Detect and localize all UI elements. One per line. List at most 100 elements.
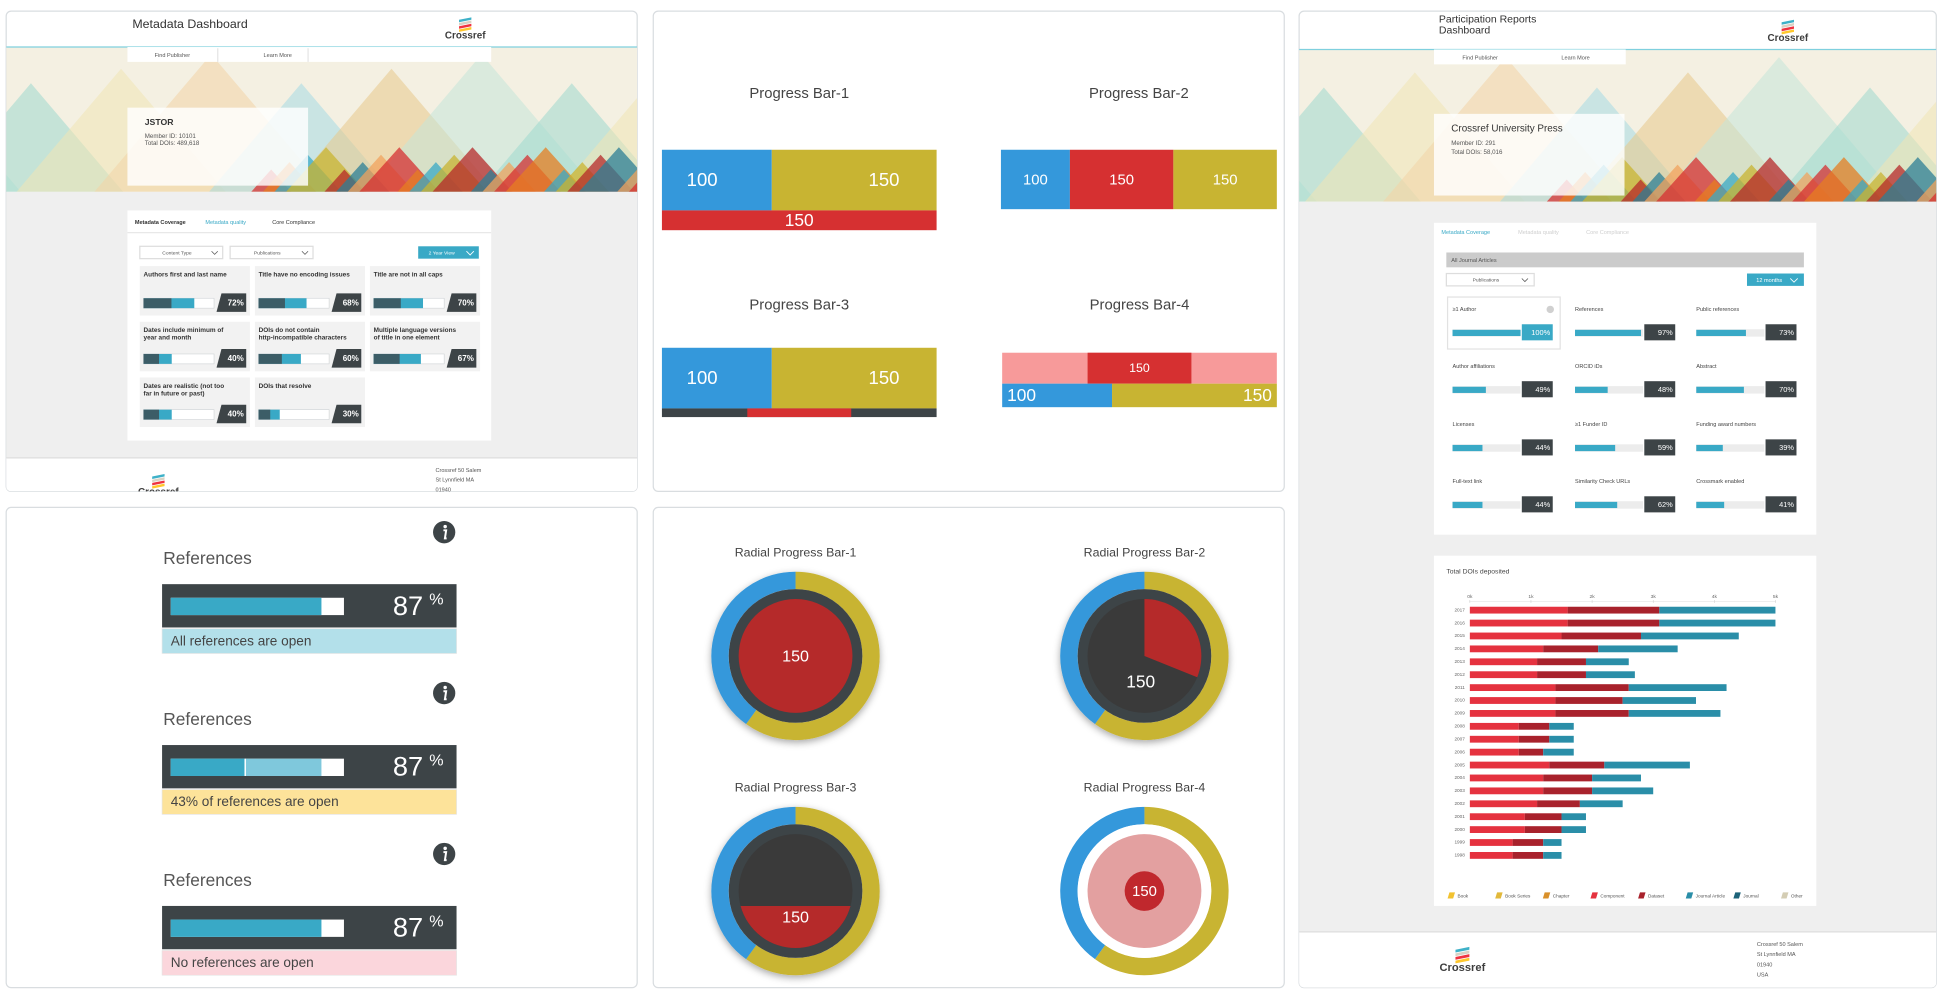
bar-segment	[1524, 813, 1562, 821]
tab: Metadata Coverage	[135, 220, 186, 226]
progress-segment	[1173, 149, 1277, 210]
bar-segment	[1543, 787, 1593, 795]
view-button[interactable]	[1746, 273, 1804, 286]
metric-value: 62%	[1658, 500, 1673, 509]
progress-label: 150	[1213, 173, 1238, 189]
bar-segment	[1469, 645, 1544, 653]
bar-segment	[1524, 826, 1562, 833]
logo-stripe	[459, 20, 472, 26]
logo-stripe	[1455, 957, 1470, 964]
y-tick-label: 2007	[1454, 736, 1465, 741]
info-dot	[443, 685, 447, 690]
bar-segment	[1592, 774, 1641, 782]
logo-stripe	[459, 17, 472, 23]
bar-segment	[1469, 826, 1525, 833]
legend-swatch	[1638, 892, 1646, 899]
metric-label: Dates are realistic (not too	[144, 383, 225, 390]
metric-track	[1575, 386, 1644, 394]
progress-label: 150	[1243, 385, 1272, 405]
metric-value: 60%	[343, 354, 359, 363]
metric-value-box	[1765, 324, 1797, 341]
info-icon[interactable]	[433, 681, 456, 705]
logo-stripe	[1781, 19, 1795, 25]
metric-value-box	[216, 293, 247, 312]
bar-segment	[1469, 787, 1544, 795]
metric-value: 40%	[228, 354, 244, 363]
bar-segment	[1543, 774, 1593, 782]
view-button[interactable]	[418, 246, 479, 259]
bar-segment	[1469, 735, 1519, 743]
y-tick-label: 2000	[1454, 827, 1465, 832]
metric-bar-shade	[258, 298, 285, 309]
metric-value: 40%	[228, 410, 244, 419]
metric-label: DOIs do not contain	[259, 327, 320, 334]
y-tick-label: 2001	[1454, 814, 1465, 819]
metric-bar	[1575, 501, 1618, 509]
y-tick-label: 2017	[1454, 607, 1465, 612]
bar-segment	[1567, 619, 1660, 627]
bar-segment	[1604, 761, 1690, 769]
progress-segment	[1087, 352, 1192, 384]
dashboard-title: Participation Reports	[1439, 14, 1536, 26]
logo-stripe	[459, 26, 472, 32]
nav-link: Find Publisher	[1462, 56, 1498, 62]
bar-segment	[1549, 761, 1605, 769]
legend-swatch	[1685, 892, 1694, 899]
metric-value-box	[216, 404, 247, 424]
logo-stripe	[152, 483, 165, 489]
legend-swatch	[1447, 892, 1455, 899]
info-icon[interactable]	[433, 842, 456, 866]
radial-arc	[1095, 571, 1229, 741]
info-icon[interactable]	[433, 521, 456, 544]
x-tick-label: 1k	[1528, 594, 1534, 600]
y-tick-label: 2015	[1454, 633, 1465, 638]
filter-bar-label: All Journal Articles	[1451, 258, 1497, 264]
metric-track	[143, 409, 215, 420]
legend-swatch	[1590, 892, 1598, 899]
metric-bar	[1452, 329, 1521, 337]
member-card	[127, 107, 309, 186]
progress-segment	[661, 210, 937, 231]
bar-segment	[1592, 787, 1654, 795]
logo-text: Crossref	[445, 30, 486, 41]
radial-ring	[711, 571, 880, 741]
reference-caption: All references are open	[171, 633, 312, 648]
radial-value: 150	[782, 909, 809, 927]
progress-segment	[661, 149, 772, 211]
metric-track	[1452, 501, 1521, 509]
y-tick-label: 2006	[1454, 749, 1465, 754]
reference-cards: References 87 % All references are open Refe…	[161, 521, 457, 976]
metric-value-box	[446, 349, 477, 368]
info-stem	[443, 851, 448, 862]
bar-segment	[1659, 606, 1776, 614]
reference-title: References	[163, 709, 252, 729]
radial-arc	[746, 571, 880, 741]
reference-bar	[170, 919, 322, 937]
reference-caption-bg	[161, 789, 457, 815]
view-button-label: 12 months	[1756, 278, 1782, 284]
content-panel	[1433, 222, 1817, 535]
filter-bar	[1446, 252, 1804, 268]
y-tick-label: 2008	[1454, 724, 1465, 729]
y-tick-label: 2016	[1454, 620, 1465, 625]
metric-value: 30%	[343, 410, 359, 419]
legend-swatch	[1781, 892, 1789, 899]
member-detail: Total DOIs: 58,016	[1451, 149, 1503, 156]
reference-title: References	[163, 548, 252, 568]
legend-label: Journal	[1743, 893, 1758, 898]
radial-arc	[711, 806, 796, 960]
metric-track	[1696, 444, 1765, 452]
metric-label: Author affiliations	[1453, 364, 1496, 370]
metric-value-box	[216, 349, 247, 368]
bar-segment	[1469, 813, 1525, 821]
footer-address: USA	[1757, 973, 1769, 979]
metric-label: Title have no encoding issues	[259, 271, 351, 278]
footer-address: Crossref 50 Salem	[436, 468, 482, 474]
tab: Metadata quality	[205, 220, 246, 226]
logo-stripe	[1781, 23, 1795, 28]
metric-value-box	[331, 404, 362, 424]
metric-value: 39%	[1779, 443, 1794, 452]
bar-segment	[1555, 710, 1629, 717]
